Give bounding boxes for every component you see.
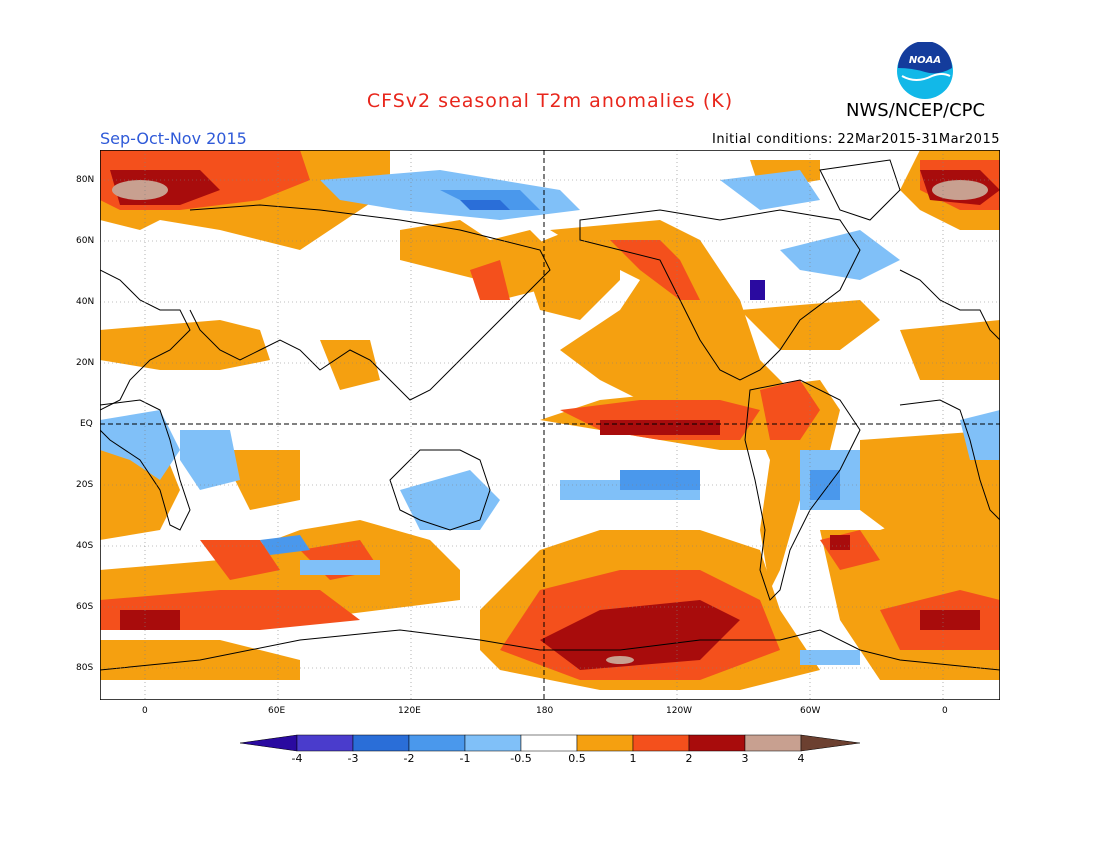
lon-label: 0 bbox=[942, 706, 948, 716]
colorbar-label: 4 bbox=[797, 752, 805, 765]
lon-label: 60W bbox=[800, 706, 821, 716]
colorbar-bin bbox=[632, 734, 690, 752]
svg-text:NOAA: NOAA bbox=[909, 55, 941, 66]
lon-label: 180 bbox=[536, 706, 554, 716]
lat-label: 80S bbox=[76, 663, 94, 673]
colorbar-bin bbox=[576, 734, 634, 752]
colorbar-label: 0.5 bbox=[568, 752, 586, 765]
colorbar-label: 3 bbox=[741, 752, 749, 765]
colorbar-label: -3 bbox=[347, 752, 359, 765]
lat-label: 60N bbox=[76, 236, 95, 246]
colorbar-label: -2 bbox=[403, 752, 415, 765]
colorbar-bin bbox=[744, 734, 802, 752]
colorbar-bin bbox=[464, 734, 522, 752]
initial-conditions: Initial conditions: 22Mar2015-31Mar2015 bbox=[712, 132, 1000, 147]
map-title: CFSv2 seasonal T2m anomalies (K) bbox=[366, 90, 734, 112]
warm-anomaly-layer-4 bbox=[112, 180, 988, 664]
lat-label: 20S bbox=[76, 480, 94, 490]
lat-label: 40N bbox=[76, 297, 95, 307]
lat-label: 80N bbox=[76, 175, 95, 185]
colorbar-bin bbox=[296, 734, 354, 752]
cool-anomaly-layer bbox=[100, 170, 1000, 665]
period-label: Sep-Oct-Nov 2015 bbox=[100, 129, 247, 148]
lat-label: 40S bbox=[76, 541, 94, 551]
lon-label: 120E bbox=[398, 706, 421, 716]
colorbar-arrow-right bbox=[800, 734, 860, 752]
agency-label: NWS/NCEP/CPC bbox=[846, 100, 986, 121]
lon-label: 60E bbox=[268, 706, 286, 716]
colorbar-label: -4 bbox=[291, 752, 303, 765]
colorbar-label: -0.5 bbox=[510, 752, 532, 765]
colorbar-bin bbox=[408, 734, 466, 752]
anomaly-map bbox=[100, 150, 1000, 700]
colorbar-arrow-left bbox=[240, 734, 298, 752]
lon-label: 0 bbox=[142, 706, 148, 716]
lat-label: 60S bbox=[76, 602, 94, 612]
lat-label: EQ bbox=[80, 419, 93, 429]
colorbar-label: 2 bbox=[685, 752, 693, 765]
noaa-logo: NOAA bbox=[897, 42, 953, 99]
colorbar bbox=[240, 734, 860, 752]
colorbar-bin bbox=[520, 734, 578, 752]
coastlines bbox=[100, 159, 1000, 671]
colorbar-label: -1 bbox=[459, 752, 471, 765]
colorbar-label: 1 bbox=[629, 752, 637, 765]
lon-label: 120W bbox=[666, 706, 693, 716]
colorbar-bin bbox=[352, 734, 410, 752]
colorbar-bin bbox=[688, 734, 746, 752]
lat-label: 20N bbox=[76, 358, 95, 368]
